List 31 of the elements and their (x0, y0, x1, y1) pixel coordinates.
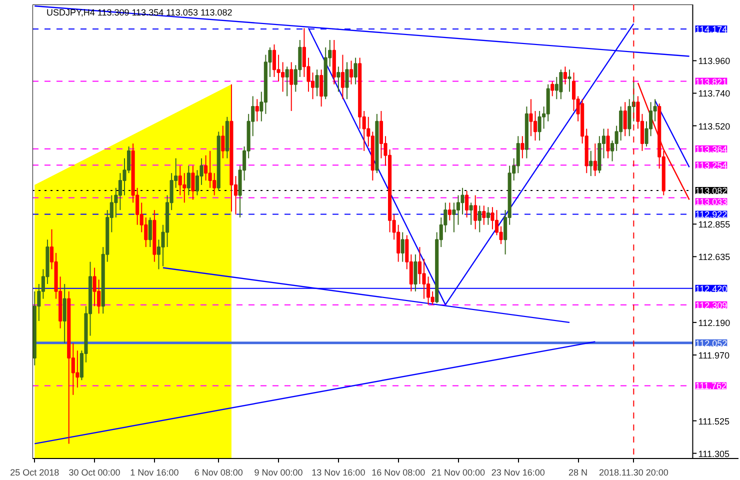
x-tick-label: 2018.11.30 20:00 (598, 468, 668, 478)
ref-line-label: 113.254 (695, 160, 728, 171)
x-tick-label: 16 Nov 08:00 (372, 468, 426, 478)
ref-line-label: 114.174 (695, 24, 728, 35)
x-tick-label: 30 Oct 00:00 (68, 468, 120, 478)
x-tick-label: 25 Oct 2018 (10, 468, 60, 478)
y-tick-label: 111.970 (698, 350, 730, 360)
ref-line-label: 112.052 (695, 338, 728, 348)
x-tick-label: 13 Nov 16:00 (312, 468, 366, 478)
y-tick-label: 112.190 (698, 318, 730, 328)
ref-line-label: 113.821 (695, 76, 728, 87)
y-tick-label: 111.305 (698, 448, 730, 459)
y-tick-label: 113.520 (698, 121, 730, 132)
ref-line-label: 112.420 (695, 284, 728, 294)
ref-line-label: 113.033 (695, 197, 728, 208)
y-tick-label: 112.635 (698, 252, 730, 262)
x-tick-label: 28 N (568, 468, 588, 478)
ref-line-label: 111.762 (695, 381, 726, 392)
y-tick-label: 112.855 (698, 220, 730, 230)
ref-line-label: 112.922 (695, 210, 728, 220)
y-tick-label: 113.960 (698, 56, 730, 66)
x-tick-label: 9 Nov 00:00 (254, 468, 303, 478)
ref-line-label: 112.309 (695, 300, 728, 310)
x-tick-label: 6 Nov 08:00 (194, 468, 243, 478)
ref-line-label: 113.082 (695, 186, 728, 196)
y-tick-label: 113.740 (698, 88, 730, 99)
x-tick-label: 1 Nov 16:00 (130, 468, 179, 478)
x-tick-label: 23 Nov 16:00 (491, 468, 545, 478)
y-tick-label: 111.525 (698, 416, 730, 426)
ref-line-label: 113.364 (695, 144, 728, 154)
x-tick-label: 21 Nov 00:00 (431, 468, 486, 478)
